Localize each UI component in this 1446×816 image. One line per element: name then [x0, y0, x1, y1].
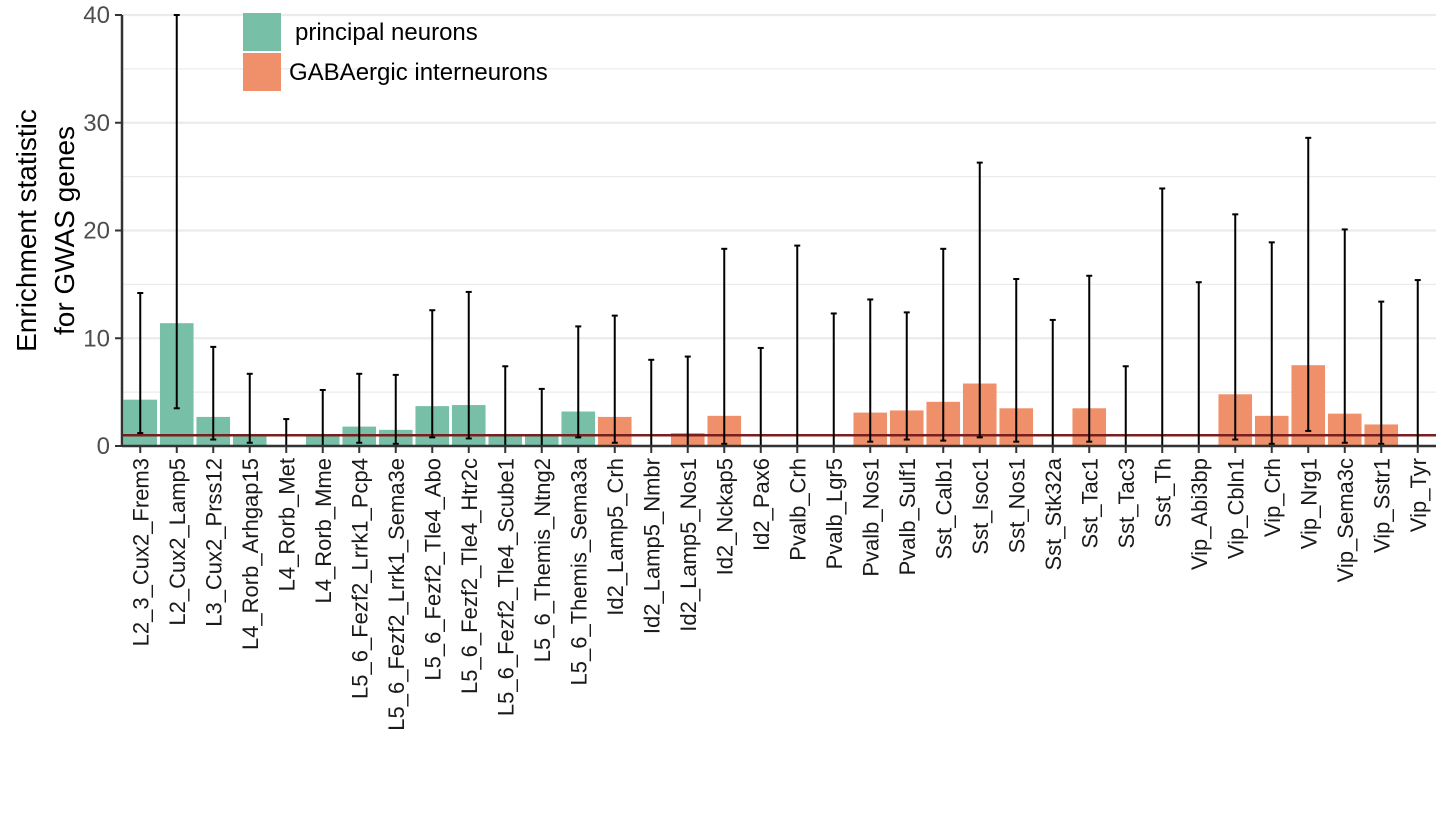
errorbar-L5_6_Themis_Sema3a — [575, 325, 582, 439]
errorbar-Sst_Calb1 — [940, 247, 947, 442]
x-tick-label: Vip_Tyr — [1406, 458, 1431, 532]
y-tick-label: 0 — [97, 433, 110, 460]
x-tick-label: Sst_Calb1 — [931, 458, 956, 560]
errorbar-Vip_Nrg1 — [1305, 136, 1312, 432]
x-tick-label: L2_3_Cux2_Frem3 — [128, 458, 153, 646]
x-tick-label: Pvalb_Crh — [785, 458, 810, 561]
errorbar-L5_6_Fezf2_Tle4_Abo — [429, 309, 436, 439]
errorbar-L4_Rorb_Arhgap15 — [246, 372, 253, 444]
x-tick-label: Sst_Isoc1 — [968, 458, 993, 555]
errorbar-Vip_Sema3c — [1341, 228, 1348, 444]
grid-layer — [122, 13, 1436, 448]
errorbar-L2_3_Cux2_Frem3 — [137, 291, 144, 435]
errorbar-L2_Cux2_Lamp5 — [173, 14, 180, 410]
errorbar-Sst_Isoc1 — [976, 161, 983, 439]
x-tick-label: Id2_Lamp5_Crh — [603, 458, 628, 616]
x-tick-label: Id2_Pax6 — [749, 458, 774, 551]
x-tick-label: Sst_Nos1 — [1004, 458, 1029, 553]
x-tick-label: Vip_Sstr1 — [1369, 458, 1394, 553]
errorbar-Vip_Crh — [1268, 241, 1275, 445]
errorbar-Id2_Nckap5 — [721, 247, 728, 445]
x-tick-label: L3_Cux2_Prss12 — [201, 458, 226, 627]
x-tick-label: Sst_Stk32a — [1041, 457, 1066, 570]
legend-label-gaba: GABAergic interneurons — [289, 59, 548, 86]
x-tick-label: Vip_Sema3c — [1333, 458, 1358, 582]
x-tick-label: Vip_Cbln1 — [1223, 458, 1248, 559]
y-axis-title-line: for GWAS genes — [49, 126, 80, 335]
x-tick-label: L4_Rorb_Met — [274, 458, 299, 591]
errorbar-Pvalb_Lgr5 — [830, 312, 837, 447]
x-tick-label: Vip_Abi3bp — [1187, 458, 1212, 570]
legend-item-principal: principal neurons — [243, 13, 478, 51]
errorbar-Vip_Cbln1 — [1232, 213, 1239, 441]
errorbar-Id2_Lamp5_Nmbr — [648, 358, 655, 447]
errorbar-Pvalb_Crh — [794, 244, 801, 447]
x-tick-label: Pvalb_Lgr5 — [822, 458, 847, 569]
x-tick-label: Vip_Nrg1 — [1296, 458, 1321, 549]
errorbar-Sst_Th — [1159, 187, 1166, 447]
x-tick-label: L5_6_Fezf2_Lrrk1_Pcp4 — [347, 458, 372, 699]
errorbar-Pvalb_Sulf1 — [903, 311, 910, 441]
errorbar-Pvalb_Nos1 — [867, 298, 874, 443]
legend-swatch-gaba — [243, 53, 281, 91]
errorbar-Vip_Abi3bp — [1195, 281, 1202, 447]
errorbar-Id2_Pax6 — [757, 346, 764, 447]
x-tick-label: L5_6_Themis_Sema3a — [566, 457, 591, 685]
y-axis-title: Enrichment statistic for GWAS genes — [11, 109, 80, 352]
x-tick-label: Id2_Lamp5_Nos1 — [676, 458, 701, 632]
y-tick-labels: 0 10 20 30 40 — [83, 2, 110, 460]
x-tick-label: Sst_Tac1 — [1077, 458, 1102, 549]
axis-layer — [115, 14, 1436, 453]
x-tick-label: L5_6_Fezf2_Tle4_Htr2c — [457, 458, 482, 694]
errorbar-Vip_Sstr1 — [1378, 300, 1385, 445]
x-tick-label: L5_6_Fezf2_Tle4_Scube1 — [493, 458, 518, 716]
x-tick-label: Vip_Crh — [1260, 458, 1285, 537]
errorbar-L4_Rorb_Met — [283, 418, 290, 447]
x-tick-label: L5_6_Fezf2_Lrrk1_Sema3e — [384, 458, 409, 731]
x-tick-label: L5_6_Fezf2_Tle4_Abo — [420, 458, 445, 681]
legend-item-gaba: GABAergic interneurons — [243, 53, 548, 91]
y-axis-title-line: Enrichment statistic — [11, 109, 42, 352]
y-tick-label: 40 — [83, 2, 110, 29]
errorbar-Id2_Lamp5_Crh — [611, 314, 618, 444]
y-tick-label: 30 — [83, 110, 110, 137]
errorbar-Sst_Nos1 — [1013, 277, 1020, 443]
legend: principal neurons GABAergic interneurons — [243, 13, 548, 91]
errorbar-Id2_Lamp5_Nos1 — [684, 355, 691, 447]
errorbar-layer — [137, 14, 1421, 447]
errorbar-L5_6_Fezf2_Lrrk1_Sema3e — [392, 373, 399, 445]
y-tick-label: 20 — [83, 218, 110, 245]
x-tick-label: L4_Rorb_Arhgap15 — [238, 458, 263, 650]
errorbar-Vip_Tyr — [1414, 279, 1421, 447]
errorbar-L5_6_Fezf2_Lrrk1_Pcp4 — [356, 372, 363, 444]
x-tick-label: Pvalb_Sulf1 — [895, 458, 920, 575]
x-tick-label: L5_6_Themis_Ntng2 — [530, 458, 555, 662]
x-tick-label: Id2_Lamp5_Nmbr — [639, 458, 664, 634]
legend-swatch-principal — [243, 13, 281, 51]
x-tick-label: Pvalb_Nos1 — [858, 458, 883, 577]
errorbar-Sst_Tac1 — [1086, 274, 1093, 443]
x-tick-labels: L2_3_Cux2_Frem3 L2_Cux2_Lamp5 L3_Cux2_Prss… — [128, 457, 1431, 730]
y-tick-label: 10 — [83, 325, 110, 352]
legend-label-principal: principal neurons — [295, 19, 478, 46]
x-tick-label: Id2_Nckap5 — [712, 458, 737, 575]
errorbar-L5_6_Fezf2_Tle4_Htr2c — [465, 290, 472, 440]
x-tick-label: L4_Rorb_Mme — [311, 458, 336, 604]
x-tick-label: L2_Cux2_Lamp5 — [165, 458, 190, 626]
x-tick-label: Sst_Th — [1150, 458, 1175, 528]
errorbar-L3_Cux2_Prss12 — [210, 345, 217, 441]
y-axis-title-text: Enrichment statistic for GWAS genes — [11, 109, 80, 352]
x-tick-label: Sst_Tac3 — [1114, 458, 1139, 549]
